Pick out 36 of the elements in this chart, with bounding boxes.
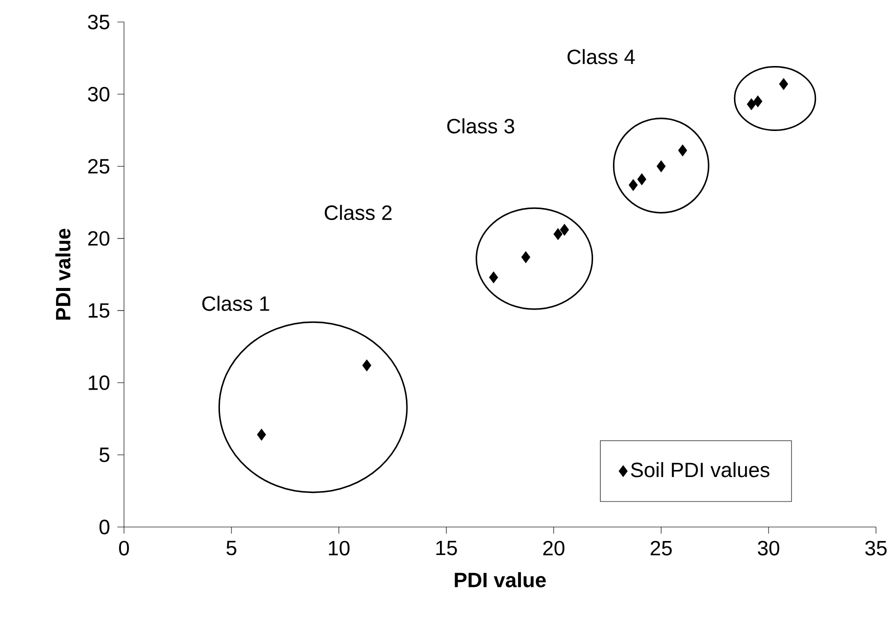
point bbox=[779, 78, 788, 90]
annotation: Class 4 bbox=[568, 49, 635, 64]
point bbox=[753, 95, 762, 108]
point bbox=[362, 360, 372, 372]
x-tick-label: 25 bbox=[650, 540, 672, 556]
point bbox=[489, 272, 498, 284]
x-tick-label: 5 bbox=[226, 540, 236, 556]
annotation: Class 2 bbox=[324, 204, 392, 220]
point bbox=[637, 173, 646, 186]
point bbox=[656, 160, 666, 172]
x-tick-label: 35 bbox=[865, 540, 887, 556]
y-axis-title: PDI value bbox=[55, 228, 70, 320]
annotation: Class 1 bbox=[202, 296, 270, 311]
y-tick-label: 5 bbox=[100, 448, 110, 462]
y-tick-label: 25 bbox=[88, 158, 110, 174]
point bbox=[746, 98, 756, 110]
y-tick-label: 15 bbox=[88, 303, 110, 318]
point bbox=[554, 228, 562, 240]
legend-label: Soil PDI values bbox=[630, 462, 770, 478]
x-axis-title: PDI value bbox=[454, 572, 546, 588]
x-tick-label: 0 bbox=[119, 540, 129, 556]
point bbox=[521, 251, 530, 264]
point bbox=[678, 144, 688, 156]
y-tick-label: 20 bbox=[88, 231, 110, 246]
x-tick-label: 30 bbox=[758, 540, 780, 556]
x-tick-label: 20 bbox=[543, 540, 564, 556]
point bbox=[628, 179, 638, 191]
x-tick-label: 15 bbox=[436, 540, 457, 556]
x-tick-label: 10 bbox=[328, 540, 350, 556]
y-tick-label: 35 bbox=[88, 14, 110, 30]
y-tick-label: 30 bbox=[88, 86, 110, 102]
point bbox=[257, 428, 266, 441]
y-tick-label: 10 bbox=[88, 375, 110, 390]
annotation: Class 3 bbox=[447, 118, 514, 134]
point bbox=[560, 224, 569, 236]
y-tick-label: 0 bbox=[100, 520, 110, 534]
